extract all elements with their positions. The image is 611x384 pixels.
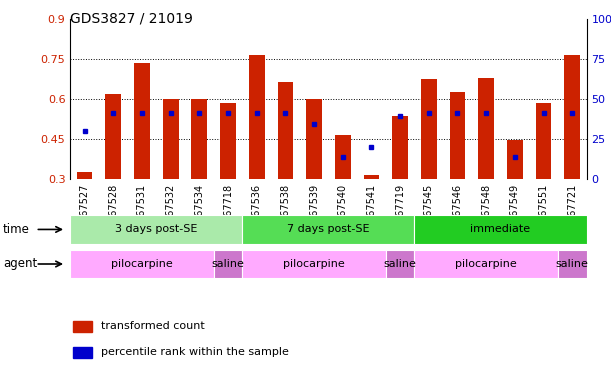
Bar — [558, 250, 587, 278]
Bar — [163, 99, 178, 179]
Text: agent: agent — [3, 258, 37, 270]
Text: pilocarpine: pilocarpine — [283, 259, 345, 269]
Bar — [77, 172, 92, 179]
Text: saline: saline — [211, 259, 244, 269]
Bar — [277, 82, 293, 179]
Bar — [414, 250, 558, 278]
Bar — [243, 215, 414, 244]
Text: transformed count: transformed count — [101, 321, 205, 331]
Text: time: time — [3, 223, 30, 236]
Text: immediate: immediate — [470, 224, 530, 235]
Text: saline: saline — [384, 259, 417, 269]
Bar — [70, 215, 243, 244]
Bar — [106, 94, 121, 179]
Text: percentile rank within the sample: percentile rank within the sample — [101, 347, 289, 357]
Bar — [220, 103, 236, 179]
Bar — [73, 321, 92, 332]
Bar — [243, 250, 386, 278]
Bar — [70, 250, 214, 278]
Bar — [507, 140, 523, 179]
Bar — [134, 63, 150, 179]
Text: pilocarpine: pilocarpine — [455, 259, 517, 269]
Bar — [306, 99, 322, 179]
Bar — [392, 116, 408, 179]
Bar — [191, 99, 207, 179]
Bar — [335, 135, 351, 179]
Bar — [386, 250, 414, 278]
Bar — [214, 250, 243, 278]
Text: 3 days post-SE: 3 days post-SE — [115, 224, 197, 235]
Bar — [478, 78, 494, 179]
Bar — [249, 55, 265, 179]
Bar — [565, 55, 580, 179]
Bar — [421, 79, 437, 179]
Bar — [364, 175, 379, 179]
Text: pilocarpine: pilocarpine — [111, 259, 173, 269]
Bar — [450, 92, 466, 179]
Bar — [536, 103, 551, 179]
Text: 7 days post-SE: 7 days post-SE — [287, 224, 370, 235]
Text: GDS3827 / 21019: GDS3827 / 21019 — [70, 12, 193, 25]
Bar — [73, 346, 92, 358]
Bar — [414, 215, 587, 244]
Text: saline: saline — [556, 259, 588, 269]
